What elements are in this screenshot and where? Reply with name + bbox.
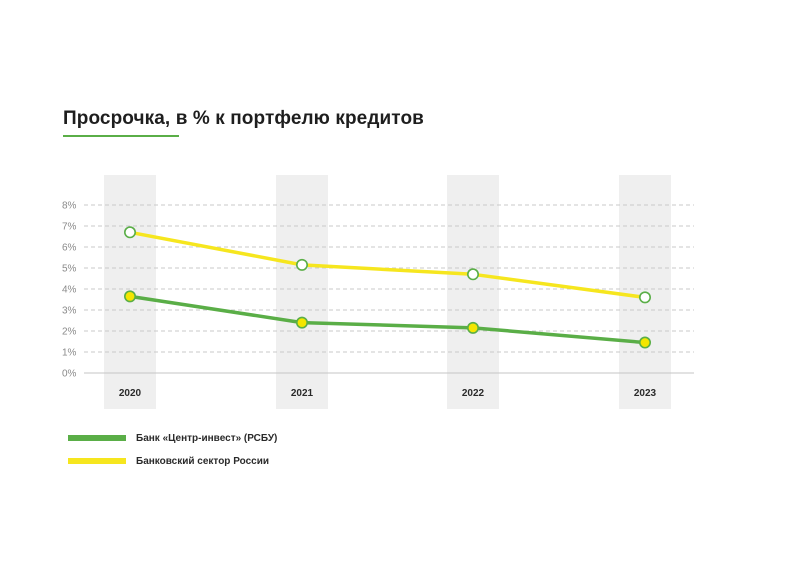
y-tick-label: 1% (62, 348, 77, 359)
y-tick-label: 7% (62, 222, 77, 233)
y-tick-label: 0% (62, 369, 77, 380)
legend-swatch-bank (68, 435, 126, 441)
x-tick-label-2021: 2021 (291, 388, 314, 399)
year-column-2022 (447, 175, 499, 409)
point-0-2020 (124, 290, 137, 303)
point-1-2020 (124, 226, 137, 239)
series-line-0 (128, 294, 647, 345)
y-tick-label: 2% (62, 327, 77, 338)
y-tick-label: 3% (62, 306, 77, 317)
legend-swatch-sector (68, 458, 126, 464)
y-tick-label: 8% (62, 201, 77, 212)
x-tick-label-2020: 2020 (119, 388, 142, 399)
y-tick-label: 5% (62, 264, 77, 275)
year-column-2021 (276, 175, 328, 409)
point-0-2021 (295, 316, 308, 329)
legend-item-sector: Банковский сектор России (68, 455, 277, 467)
y-tick-label: 6% (62, 243, 77, 254)
point-0-2023 (638, 336, 651, 349)
title-underline (63, 135, 179, 137)
point-1-2022 (466, 268, 479, 281)
y-tick-label: 4% (62, 285, 77, 296)
legend-item-bank: Банк «Центр-инвест» (РСБУ) (68, 432, 277, 444)
legend-label-bank: Банк «Центр-инвест» (РСБУ) (136, 432, 278, 444)
series-line-1 (128, 230, 647, 300)
point-1-2023 (638, 291, 651, 304)
legend-label-sector: Банковский сектор России (136, 455, 270, 467)
x-tick-label-2023: 2023 (634, 388, 657, 399)
point-0-2022 (466, 321, 479, 334)
point-1-2021 (295, 258, 308, 271)
chart-title: Просрочка, в % к портфелю кредитов (63, 108, 424, 129)
x-tick-label-2022: 2022 (462, 388, 485, 399)
chart-legend: Банк «Центр-инвест» (РСБУ) Банковский се… (68, 432, 277, 478)
